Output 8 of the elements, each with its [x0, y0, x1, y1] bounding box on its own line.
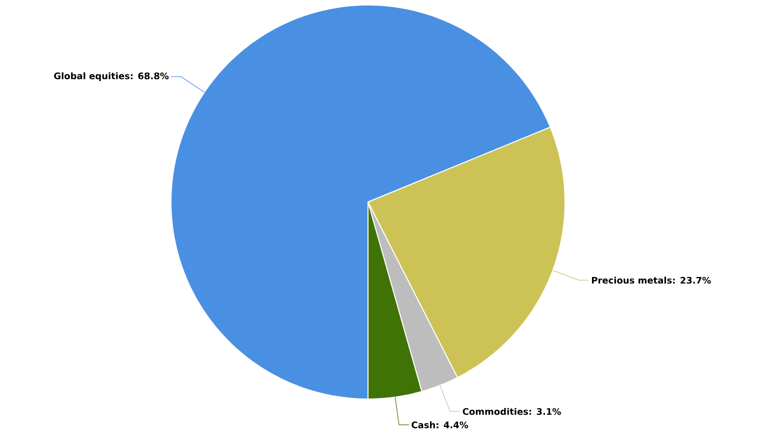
data-label: : 4.4% [436, 422, 468, 428]
slice-label: Global equities [54, 72, 130, 82]
data-label: : 23.7% [673, 276, 711, 284]
data-label: : 3.1% [529, 408, 561, 415]
data-label: : 68.8% [130, 72, 169, 80]
slice-label: Commodities [462, 408, 528, 415]
slice-label: Precious metals [592, 276, 672, 284]
slice-label: Cash [412, 421, 435, 428]
